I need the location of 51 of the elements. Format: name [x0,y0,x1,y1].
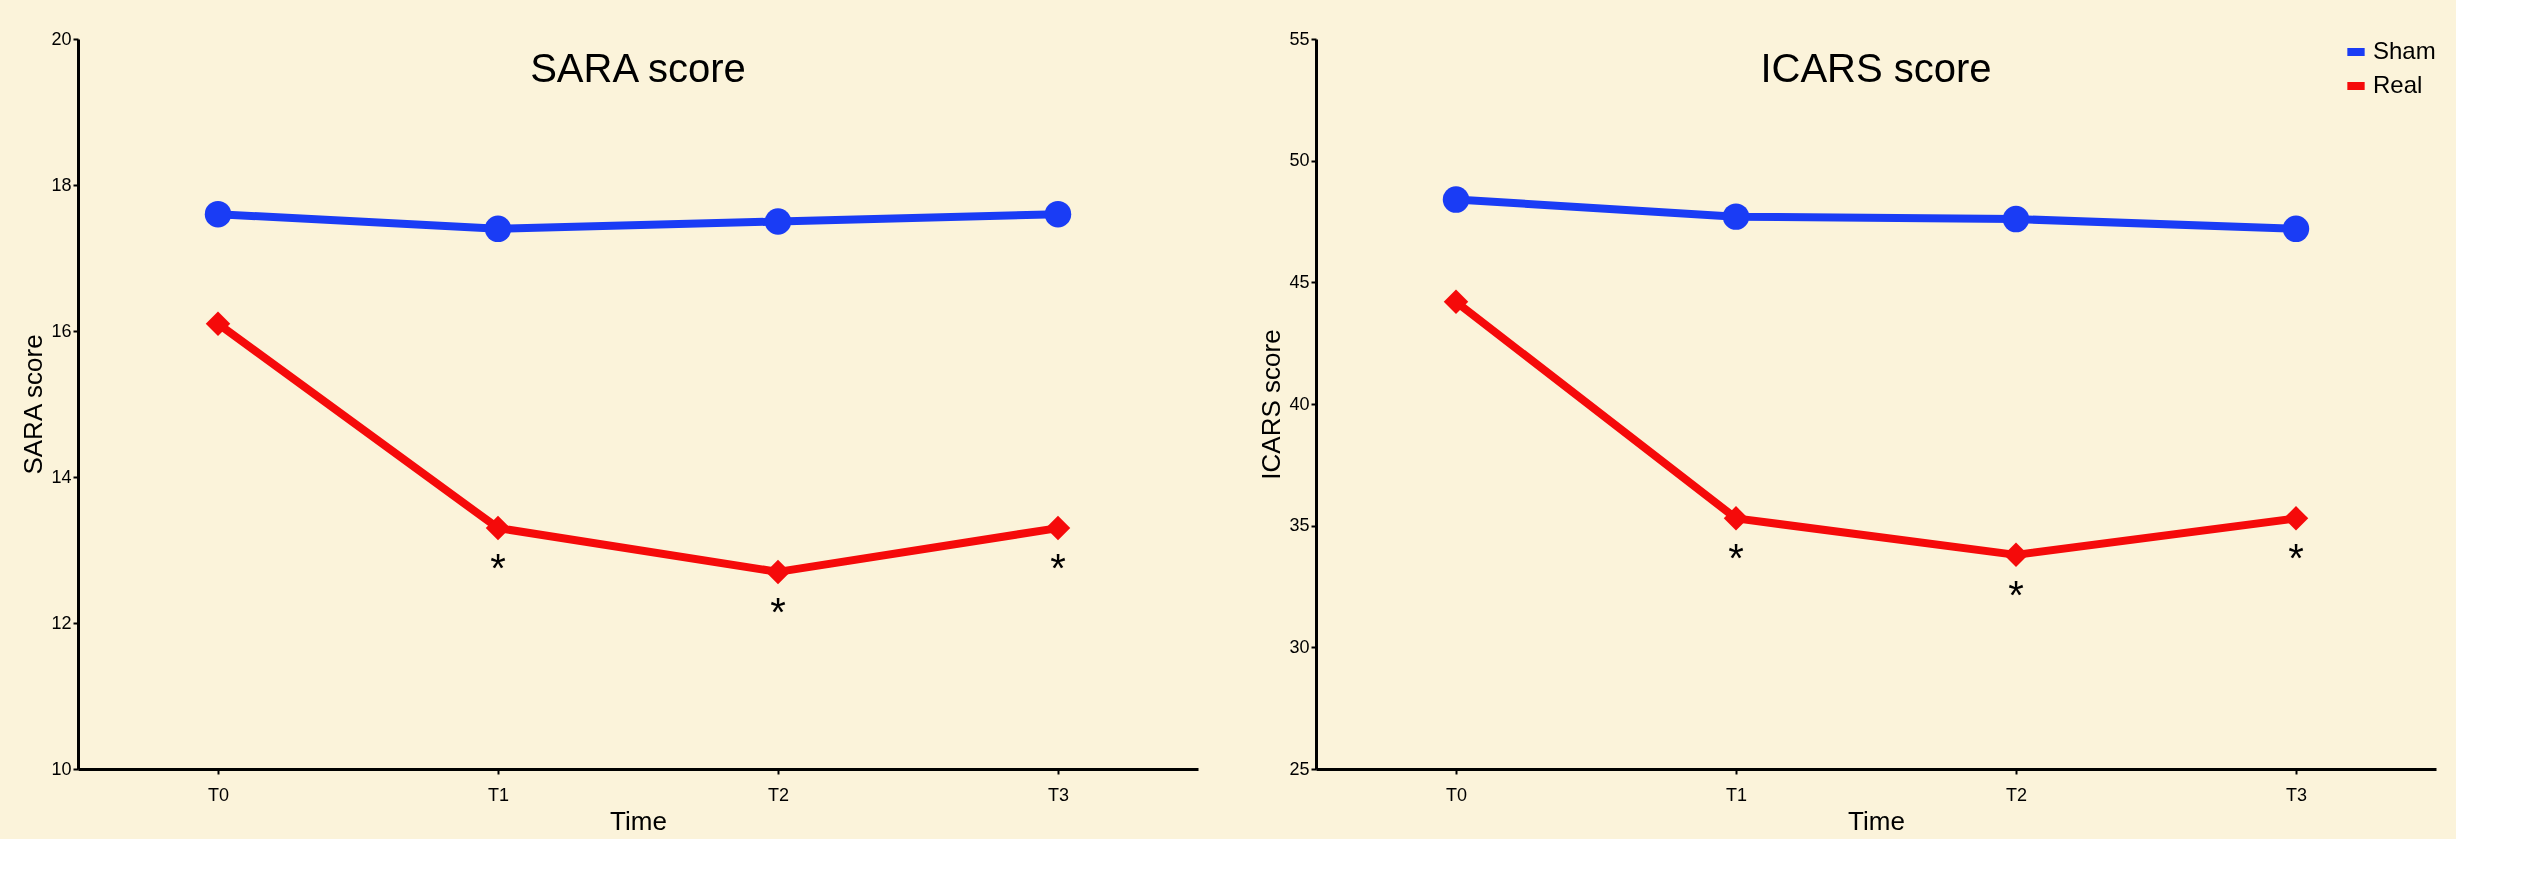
point [485,515,511,541]
y-tick-label: 20 [51,28,72,49]
annotation: * [1728,536,1744,581]
y-tick-label: 45 [1289,271,1310,292]
x-tick-label: T1 [1725,784,1748,805]
x-tick-label: T2 [767,784,790,805]
point [205,311,231,336]
y-tick-label: 40 [1289,393,1310,414]
x-tick-label: T2 [2005,784,2028,805]
point [204,201,232,228]
chart-title: SARA score [530,46,746,90]
y-tick-label: 35 [1289,515,1310,536]
y-axis-title: SARA score [18,334,49,475]
point [484,215,512,242]
legend-label: Real [2373,71,2423,98]
chart-title: ICARS score [1760,46,1992,90]
point [2282,215,2310,242]
y-tick-label: 55 [1289,28,1310,49]
y-tick-label: 10 [51,758,72,779]
annotation: * [770,589,786,634]
y-tick-label: 14 [51,466,72,487]
y-tick-label: 25 [1289,758,1310,779]
point [1044,201,1072,228]
point [1723,506,1749,531]
x-tick-label: T3 [1047,784,1070,805]
annotation: * [2008,572,2024,617]
annotation: * [1050,546,1066,591]
point [2002,205,2030,233]
y-tick-label: 12 [51,612,72,633]
point [1443,289,1469,315]
point [1045,515,1071,541]
x-axis-title: Time [1848,805,1905,836]
x-axis-title: Time [610,805,667,836]
x-tick-label: T0 [207,784,230,805]
point [764,208,792,235]
point [1722,203,1750,230]
point [1442,186,1470,213]
y-tick-label: 30 [1289,636,1310,657]
y-tick-label: 16 [51,320,72,341]
x-tick-label: T0 [1445,784,1468,805]
annotation: * [490,546,506,591]
annotation: * [2288,536,2304,581]
y-tick-label: 18 [51,174,72,195]
point [2283,506,2309,531]
legend-label: Sham [2373,37,2436,64]
x-tick-label: T1 [487,784,510,805]
y-tick-label: 50 [1289,150,1310,171]
y-axis-title: ICARS score [1256,329,1287,480]
x-tick-label: T3 [2285,784,2308,805]
point [2003,542,2029,568]
point [765,559,791,585]
